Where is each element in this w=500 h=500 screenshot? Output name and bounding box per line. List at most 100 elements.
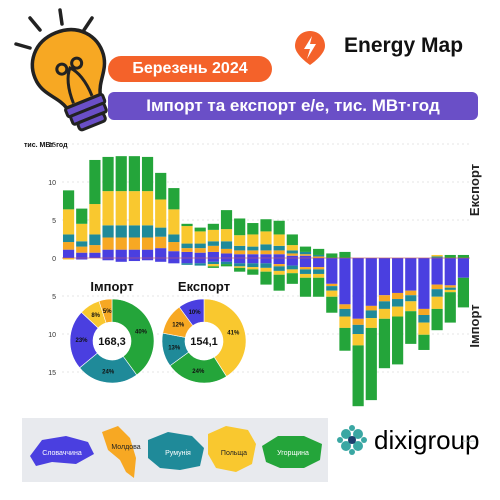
import-bar-romania bbox=[365, 310, 377, 319]
export-bar-moldova bbox=[181, 248, 193, 252]
y-tick-label: 5 bbox=[52, 218, 56, 225]
legend-hungary: Угорщина bbox=[262, 436, 322, 468]
donut-title: Імпорт bbox=[90, 279, 133, 294]
donut-slice-label: 13% bbox=[168, 346, 181, 352]
import-bar-slovakia bbox=[326, 258, 338, 284]
import-bar-hungary bbox=[313, 277, 325, 297]
import-bar-slovakia bbox=[352, 258, 364, 319]
donut-slice-label: 10% bbox=[189, 310, 202, 316]
export-bar-moldova bbox=[62, 242, 75, 250]
import-bar-romania bbox=[181, 263, 193, 265]
export-bar-hungary bbox=[313, 248, 325, 255]
import-bar-romania bbox=[326, 286, 338, 291]
import-bar-slovakia bbox=[378, 258, 391, 296]
legend-romania: Румунія bbox=[148, 432, 204, 470]
import-bar-moldova bbox=[444, 285, 456, 288]
import-bar-poland bbox=[418, 322, 430, 335]
import-bar-hungary bbox=[339, 327, 351, 351]
import-bar-poland bbox=[365, 318, 377, 328]
donut-slice-label: 24% bbox=[192, 369, 205, 375]
import-bar-romania bbox=[299, 269, 312, 274]
import-bar-poland bbox=[62, 258, 75, 260]
donut-slice-label: 24% bbox=[102, 369, 115, 375]
export-bar-slovakia bbox=[102, 249, 114, 258]
donut-hole bbox=[93, 322, 131, 360]
import-bar-moldova bbox=[365, 305, 377, 311]
donut-total: 154,1 bbox=[190, 336, 218, 348]
dixigroup-logo-icon bbox=[337, 425, 367, 455]
export-bar-moldova bbox=[286, 253, 298, 256]
legend-slovakia: Словаччина bbox=[30, 436, 94, 466]
import-bar-slovakia bbox=[220, 258, 233, 262]
export-bar-hungary bbox=[128, 156, 140, 192]
import-bar-slovakia bbox=[115, 258, 127, 262]
import-bar-romania bbox=[418, 315, 430, 323]
export-bar-poland bbox=[62, 209, 75, 235]
export-bar-moldova bbox=[273, 250, 285, 255]
import-bar-hungary bbox=[444, 292, 456, 323]
donut-title: Експорт bbox=[178, 279, 230, 294]
import-bar-moldova bbox=[352, 318, 364, 325]
partner-tagline: think tank bbox=[462, 439, 475, 443]
import-bar-romania bbox=[339, 308, 351, 317]
import-bar-slovakia bbox=[207, 258, 219, 262]
export-bar-moldova bbox=[194, 248, 206, 253]
import-bar-hungary bbox=[207, 266, 219, 268]
export-bar-hungary bbox=[102, 156, 114, 192]
import-bar-romania bbox=[378, 301, 391, 309]
import-bar-hungary bbox=[405, 311, 417, 344]
import-bar-romania bbox=[405, 295, 417, 302]
legend-hungary-label: Угорщина bbox=[277, 450, 309, 457]
import-bar-moldova bbox=[326, 283, 338, 287]
export-bar-romania bbox=[273, 245, 285, 251]
export-bar-moldova bbox=[168, 242, 180, 252]
export-bar-hungary bbox=[62, 190, 75, 210]
export-bar-slovakia bbox=[128, 249, 140, 258]
import-bar-slovakia bbox=[431, 258, 443, 285]
export-bar-moldova bbox=[313, 256, 325, 258]
import-bar-slovakia bbox=[339, 258, 351, 305]
export-bar-moldova bbox=[299, 254, 312, 256]
export-bar-slovakia bbox=[62, 249, 75, 258]
y-tick-label: 5 bbox=[52, 294, 56, 301]
import-bar-poland bbox=[326, 290, 338, 297]
import-bar-romania bbox=[207, 261, 219, 265]
export-bar-moldova bbox=[207, 245, 219, 252]
import-bar-hungary bbox=[299, 277, 312, 297]
export-bar-slovakia bbox=[286, 255, 298, 258]
import-bar-poland bbox=[405, 301, 417, 312]
import-bar-hungary bbox=[365, 327, 377, 401]
import-bar-slovakia bbox=[392, 258, 404, 293]
export-bar-romania bbox=[102, 225, 114, 238]
export-bar-hungary bbox=[89, 159, 101, 205]
import-bar-romania bbox=[352, 324, 364, 334]
export-bar-romania bbox=[220, 241, 233, 249]
export-bar-hungary bbox=[326, 253, 338, 258]
import-bar-slovakia bbox=[286, 258, 298, 266]
import-bar-poland bbox=[392, 306, 404, 317]
import-bar-romania bbox=[234, 263, 246, 267]
import-bar-moldova bbox=[378, 295, 391, 302]
country-legend: Словаччина Молдова Румунія Польща Угорщи… bbox=[22, 418, 328, 482]
export-bar-poland bbox=[115, 191, 127, 226]
import-bar-slovakia bbox=[194, 258, 206, 264]
import-bar-hungary bbox=[286, 273, 298, 284]
export-bar-slovakia bbox=[194, 252, 206, 258]
import-donut: Імпорт 40% 24% 23% 8%5% 168,3 bbox=[69, 279, 155, 384]
export-bar-slovakia bbox=[299, 255, 312, 258]
import-bar-moldova bbox=[405, 290, 417, 296]
import-bar-poland bbox=[247, 267, 259, 270]
export-bar-poland bbox=[194, 231, 206, 244]
export-bar-romania bbox=[128, 225, 140, 238]
import-bar-slovakia bbox=[457, 258, 470, 278]
export-bar-moldova bbox=[247, 250, 259, 255]
export-bar-moldova bbox=[128, 237, 140, 250]
export-bar-poland bbox=[220, 229, 233, 242]
export-bar-poland bbox=[102, 191, 114, 226]
import-bar-romania bbox=[194, 263, 206, 266]
import-bar-slovakia bbox=[234, 258, 246, 264]
import-bar-poland bbox=[299, 273, 312, 278]
export-bar-hungary bbox=[339, 251, 351, 258]
export-bar-slovakia bbox=[115, 249, 127, 258]
export-bar-poland bbox=[89, 204, 101, 235]
